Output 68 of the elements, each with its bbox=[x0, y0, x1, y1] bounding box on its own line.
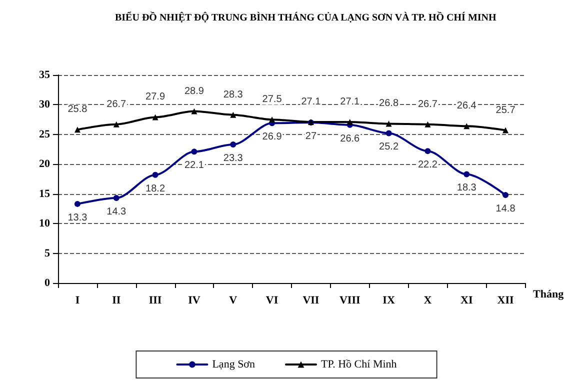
point bbox=[191, 148, 198, 155]
point bbox=[74, 200, 80, 207]
point bbox=[230, 112, 236, 118]
point bbox=[152, 114, 158, 120]
point bbox=[464, 123, 470, 130]
data-label: 22.2 bbox=[418, 160, 438, 171]
data-label: 26.7 bbox=[418, 98, 438, 110]
data-label: 26.4 bbox=[456, 100, 477, 112]
y-tick-label: 20 bbox=[39, 158, 50, 170]
data-label: 26.6 bbox=[340, 133, 360, 144]
data-label: 14.3 bbox=[106, 206, 127, 218]
legend-label: Lạng Sơn bbox=[212, 358, 256, 370]
data-label: 22.1 bbox=[184, 160, 204, 172]
y-tick-label: 35 bbox=[39, 69, 50, 81]
y-tick-label: 10 bbox=[39, 218, 50, 230]
point bbox=[113, 195, 120, 202]
y-tick-label: 5 bbox=[44, 247, 50, 260]
data-label: 28.3 bbox=[223, 89, 244, 100]
data-label: 25.2 bbox=[379, 142, 399, 153]
data-label: 26.9 bbox=[262, 132, 282, 143]
x-tick-label: XII bbox=[497, 294, 514, 306]
data-label: 27.1 bbox=[340, 96, 360, 108]
data-label: 28.9 bbox=[184, 86, 204, 97]
point bbox=[502, 127, 509, 134]
data-label: 26.8 bbox=[379, 98, 399, 110]
point bbox=[230, 142, 236, 148]
point bbox=[113, 121, 120, 128]
y-tick-label: 0 bbox=[44, 277, 50, 289]
x-tick-label: IV bbox=[188, 294, 200, 306]
x-tick-label: VI bbox=[266, 294, 278, 306]
point bbox=[502, 192, 509, 198]
point bbox=[464, 171, 470, 178]
data-label: 26.7 bbox=[106, 98, 127, 110]
data-label: 27.9 bbox=[146, 92, 166, 103]
data-label: 27.5 bbox=[262, 94, 282, 106]
legend-label: TP. Hồ Chí Minh bbox=[320, 358, 398, 370]
x-tick-label: IX bbox=[382, 294, 395, 306]
point bbox=[152, 172, 158, 178]
x-tick-label: VIII bbox=[339, 294, 360, 306]
x-axis-title: Tháng bbox=[533, 288, 564, 300]
point bbox=[191, 108, 198, 114]
point bbox=[424, 121, 431, 128]
y-tick-label: 25 bbox=[39, 128, 50, 140]
data-label: 27.1 bbox=[301, 96, 322, 108]
x-tick-label: II bbox=[112, 294, 121, 306]
point bbox=[386, 130, 392, 136]
point bbox=[386, 120, 392, 127]
point bbox=[346, 118, 353, 125]
x-tick-label: V bbox=[229, 294, 238, 306]
data-label: 25.7 bbox=[496, 104, 516, 116]
point bbox=[269, 116, 276, 123]
data-label: 14.8 bbox=[496, 204, 516, 215]
x-tick-label: VII bbox=[302, 294, 320, 306]
y-tick-label: 15 bbox=[39, 188, 50, 200]
x-tick-label: X bbox=[424, 294, 432, 306]
x-tick-label: I bbox=[75, 294, 80, 306]
x-tick-label: III bbox=[148, 294, 162, 306]
data-label: 27 bbox=[305, 131, 317, 142]
chart-title: BIỂU ĐỒ NHIỆT ĐỘ TRUNG BÌNH THÁNG CỦA LẠNG SƠN VÀ TP. HỒ CHÍ MINH bbox=[115, 12, 496, 24]
data-label: 18.2 bbox=[146, 183, 166, 194]
y-tick-label: 30 bbox=[39, 98, 50, 111]
data-label: 25.8 bbox=[68, 104, 88, 116]
data-label: 18.3 bbox=[456, 182, 477, 194]
data-label: 13.3 bbox=[68, 212, 88, 224]
data-label: 23.3 bbox=[223, 153, 244, 164]
point bbox=[74, 126, 80, 133]
point bbox=[424, 148, 431, 154]
x-tick-label: XI bbox=[460, 294, 473, 306]
